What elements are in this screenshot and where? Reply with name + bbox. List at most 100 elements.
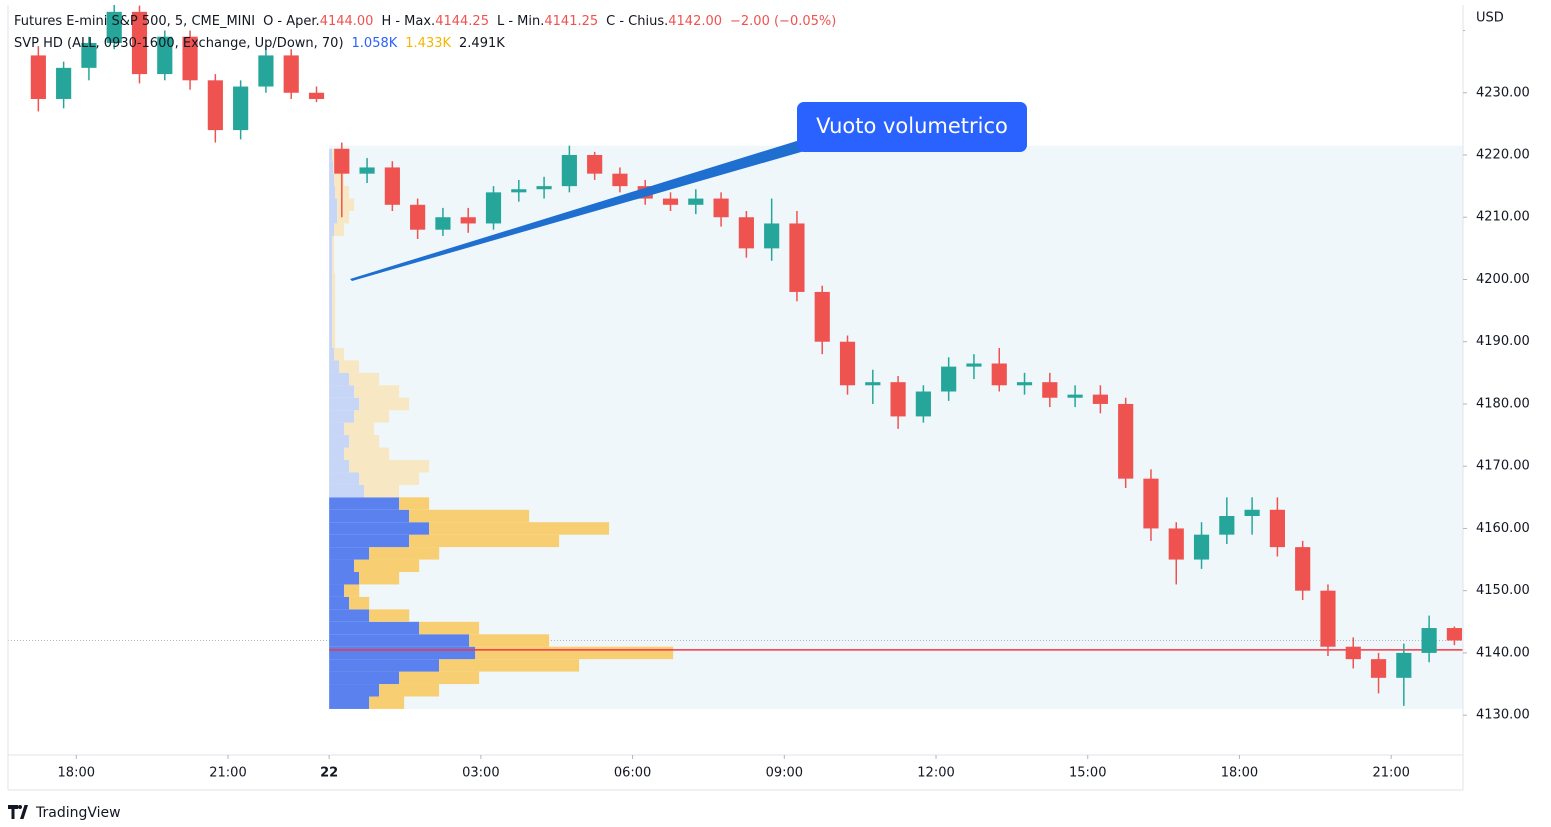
x-tick-label: 21:00 xyxy=(1372,766,1409,781)
candle-body xyxy=(1092,394,1108,404)
candle-body xyxy=(587,155,603,174)
profile-down xyxy=(359,472,420,485)
profile-up xyxy=(329,646,476,660)
profile-up xyxy=(329,372,350,386)
profile-down xyxy=(354,410,390,423)
candle-body xyxy=(1244,509,1260,516)
x-tick-label: 12:00 xyxy=(917,766,954,781)
y-tick-label: 4160.00 xyxy=(1476,521,1530,536)
profile-down xyxy=(349,459,430,473)
profile-down xyxy=(409,509,530,523)
profile-down xyxy=(429,522,610,535)
profile-up xyxy=(329,161,334,174)
profile-down xyxy=(419,621,480,635)
profile-up xyxy=(329,335,333,348)
profile-down xyxy=(399,671,480,685)
profile-up xyxy=(329,447,345,460)
profile-up xyxy=(329,497,400,510)
profile-up xyxy=(329,596,350,610)
candle-body xyxy=(1067,394,1083,398)
profile-down xyxy=(344,447,390,460)
profile-up xyxy=(329,310,333,324)
profile-up xyxy=(329,235,333,249)
profile-down xyxy=(379,684,440,697)
candle-body xyxy=(1193,534,1210,560)
profile-up xyxy=(329,547,370,560)
candle-body xyxy=(865,382,881,386)
candle-body xyxy=(662,198,679,205)
candle-body xyxy=(334,148,350,174)
candle-body xyxy=(536,186,552,190)
profile-down xyxy=(369,609,410,622)
brand-name: TradingView xyxy=(35,805,121,821)
profile-down xyxy=(469,634,550,647)
y-tick-label: 4130.00 xyxy=(1476,708,1530,723)
candle-body xyxy=(359,167,375,174)
profile-down xyxy=(339,360,360,373)
profile-down xyxy=(337,198,355,212)
profile-up xyxy=(329,148,333,162)
currency-box xyxy=(1465,5,1545,35)
profile-up xyxy=(329,572,360,585)
brand: TradingView xyxy=(8,805,121,821)
profile-down xyxy=(359,572,400,585)
candle-body xyxy=(839,341,856,386)
brand-logo-dot xyxy=(18,805,22,809)
candle-body xyxy=(890,382,906,417)
header: Futures E-mini S&P 500, 5, CME_MINI O - A… xyxy=(14,14,836,51)
candle-body xyxy=(1396,652,1412,678)
profile-down xyxy=(334,223,345,236)
profile-up xyxy=(329,211,338,224)
candle-body xyxy=(1168,528,1184,560)
profile-down xyxy=(332,248,335,261)
candle-body xyxy=(410,204,426,230)
candle-body xyxy=(1219,515,1235,535)
y-tick-label: 4150.00 xyxy=(1476,583,1530,598)
profile-area xyxy=(329,145,1463,709)
y-tick-label: 4210.00 xyxy=(1476,210,1530,225)
profile-down xyxy=(332,285,336,299)
profile-up xyxy=(329,360,340,373)
candle-body xyxy=(1143,478,1159,529)
candle-body xyxy=(713,198,729,218)
candle-body xyxy=(738,217,754,249)
candle-body xyxy=(764,223,780,249)
profile-up xyxy=(329,522,430,535)
candle-body xyxy=(1118,403,1134,479)
x-tick-label: 18:00 xyxy=(58,766,95,781)
profile-up xyxy=(329,273,333,286)
profile-down xyxy=(475,646,674,660)
profile-up xyxy=(329,435,350,448)
candle-body xyxy=(106,11,122,43)
profile-up xyxy=(329,684,380,697)
candle-body xyxy=(1295,547,1311,591)
y-tick-label: 4200.00 xyxy=(1476,272,1530,287)
candle-body xyxy=(966,363,982,367)
profile-up xyxy=(329,298,333,311)
candle-body xyxy=(30,55,46,99)
profile-up xyxy=(329,534,410,548)
profile-down xyxy=(349,596,370,610)
profile-up xyxy=(329,422,345,436)
candle-body xyxy=(56,67,72,99)
x-tick-label: 15:00 xyxy=(1069,766,1106,781)
profile-down xyxy=(344,584,360,597)
profile-up xyxy=(329,323,333,336)
candle-body xyxy=(1320,590,1336,647)
profile-up xyxy=(329,584,345,597)
x-tick-label: 06:00 xyxy=(614,766,651,781)
candle-body xyxy=(283,55,299,93)
candle-body xyxy=(789,223,805,292)
annotation-line xyxy=(350,140,808,281)
profile-up xyxy=(329,659,440,672)
profile-down xyxy=(354,385,400,398)
profile-up xyxy=(329,621,420,635)
header-line-2: SVP HD (ALL, 0930-1600, Exchange, Up/Dow… xyxy=(14,36,505,51)
candle-body xyxy=(460,217,476,224)
candle-body xyxy=(308,92,325,99)
profile-down xyxy=(399,497,430,510)
header-line-1: Futures E-mini S&P 500, 5, CME_MINI O - A… xyxy=(14,14,836,29)
annotation-box xyxy=(797,102,1027,152)
brand-logo xyxy=(8,805,28,819)
